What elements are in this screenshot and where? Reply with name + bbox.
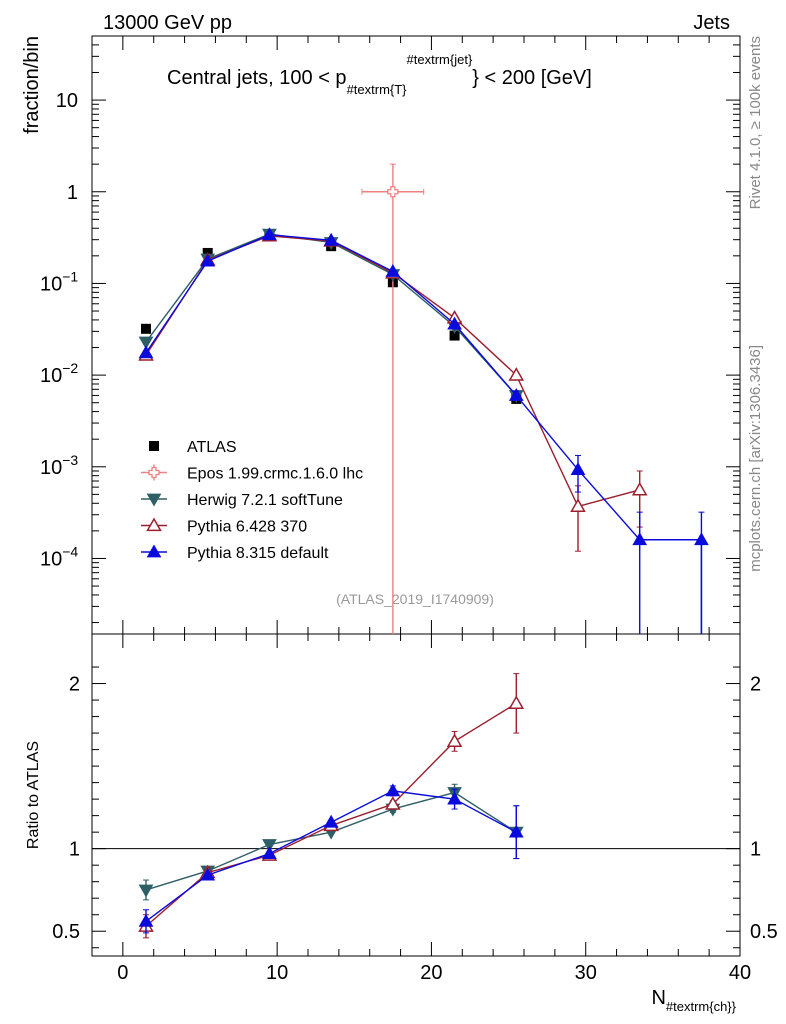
y-tick-label: 10 <box>56 90 78 112</box>
legend-item: Pythia 8.315 default <box>141 544 329 562</box>
ratio-point <box>262 839 277 853</box>
legend-item: Herwig 7.2.1 softTune <box>141 492 343 509</box>
title-subscript: #textrm{T} <box>347 82 408 97</box>
axis-ticks: 0 10 20 30 40 10 1 10−1 10−2 10−3 10−4 0.5 0.5 1 1 2 2 <box>40 35 778 984</box>
series-1 <box>361 163 425 634</box>
side-label-upper: Rivet 4.1.0, ≥ 100k events <box>747 36 764 209</box>
ratio-series <box>138 673 525 939</box>
ratio-y-tick-label-right: 0.5 <box>750 921 778 943</box>
title-tail: } < 200 [GeV] <box>472 67 592 89</box>
data-point <box>447 316 462 330</box>
y-tick-label: 10−3 <box>40 452 78 479</box>
ratio-y-tick-label: 1 <box>69 839 80 861</box>
ratio-plot-frame <box>91 633 741 957</box>
ratio-point <box>508 824 524 838</box>
data-point <box>200 253 216 267</box>
data-point <box>570 462 586 476</box>
data-point <box>138 336 154 350</box>
ratio-point <box>200 867 216 881</box>
ratio-y-tick-label: 2 <box>69 674 80 696</box>
legend-marker <box>146 544 162 558</box>
analysis-tag: (ATLAS_2019_I1740909) <box>336 591 494 607</box>
ratio-y-tick-label-right: 2 <box>750 674 761 696</box>
legend-item: Pythia 6.428 370 <box>141 517 307 536</box>
header-right: Jets <box>693 12 730 34</box>
legend-item: ATLAS <box>149 439 237 456</box>
ratio-point <box>385 783 401 797</box>
series-4 <box>138 227 709 634</box>
data-point <box>570 498 586 513</box>
legend: ATLAS Epos 1.99.crmc.1.6.0 lhc Herwig 7.2.… <box>141 439 363 562</box>
legend-label: Herwig 7.2.1 softTune <box>187 492 343 509</box>
title-superscript: #textrm{jet} <box>407 52 473 67</box>
ratio-series-4 <box>138 783 524 934</box>
legend-label: ATLAS <box>187 439 237 456</box>
data-point <box>508 387 524 401</box>
y-tick-label: 10−2 <box>40 360 78 387</box>
legend-marker <box>148 466 160 479</box>
x-tick-label: 0 <box>117 962 128 984</box>
header-left: 13000 GeV pp <box>103 12 232 34</box>
ratio-point <box>138 913 154 927</box>
data-point <box>632 532 648 546</box>
legend-label: Pythia 6.428 370 <box>187 519 307 536</box>
data-point <box>508 367 525 381</box>
y-axis-label: fraction/bin <box>21 36 43 134</box>
y-tick-label: 1 <box>67 182 78 204</box>
data-point <box>694 532 709 546</box>
data-point <box>387 186 399 198</box>
data-point <box>631 481 648 496</box>
legend-marker <box>149 441 159 451</box>
x-tick-label: 10 <box>266 962 288 984</box>
data-point <box>385 263 401 277</box>
ratio-point <box>446 733 463 747</box>
title-main: Central jets, 100 < p <box>167 67 347 89</box>
data-point <box>138 345 154 359</box>
ratio-point <box>447 791 462 805</box>
x-tick-label: 40 <box>729 962 751 984</box>
ratio-point <box>323 814 339 828</box>
data-series <box>138 163 709 634</box>
ratio-point <box>385 796 401 810</box>
x-tick-label: 20 <box>420 962 442 984</box>
legend-label: Epos 1.99.crmc.1.6.0 lhc <box>187 466 363 483</box>
ratio-y-tick-label-right: 1 <box>750 839 761 861</box>
data-point <box>141 323 151 334</box>
x-axis-label: N#textrm{ch}} <box>651 987 736 1014</box>
ratio-y-axis-label: Ratio to ATLAS <box>25 741 42 849</box>
data-point <box>262 227 277 241</box>
legend-label: Pythia 8.315 default <box>187 545 329 562</box>
legend-item: Epos 1.99.crmc.1.6.0 lhc <box>141 464 363 483</box>
y-tick-label: 10−1 <box>40 268 78 295</box>
ratio-point <box>262 846 277 859</box>
svg-text:Central jets, 100 < p#textrm{T: Central jets, 100 < p#textrm{T} #textrm{j… <box>167 52 592 97</box>
ratio-point <box>138 884 154 898</box>
side-label-lower: mcplots.cern.ch [arXiv:1306.3436] <box>747 345 764 572</box>
data-point <box>449 330 460 341</box>
y-tick-label: 10−4 <box>40 543 78 570</box>
ratio-point <box>508 695 525 709</box>
ratio-y-tick-label: 0.5 <box>52 921 80 943</box>
plot-title: Central jets, 100 < p#textrm{T} #textrm{j… <box>167 52 592 97</box>
x-tick-label: 30 <box>575 962 597 984</box>
legend-marker <box>146 517 162 532</box>
legend-marker <box>146 493 162 507</box>
data-point <box>323 232 339 246</box>
